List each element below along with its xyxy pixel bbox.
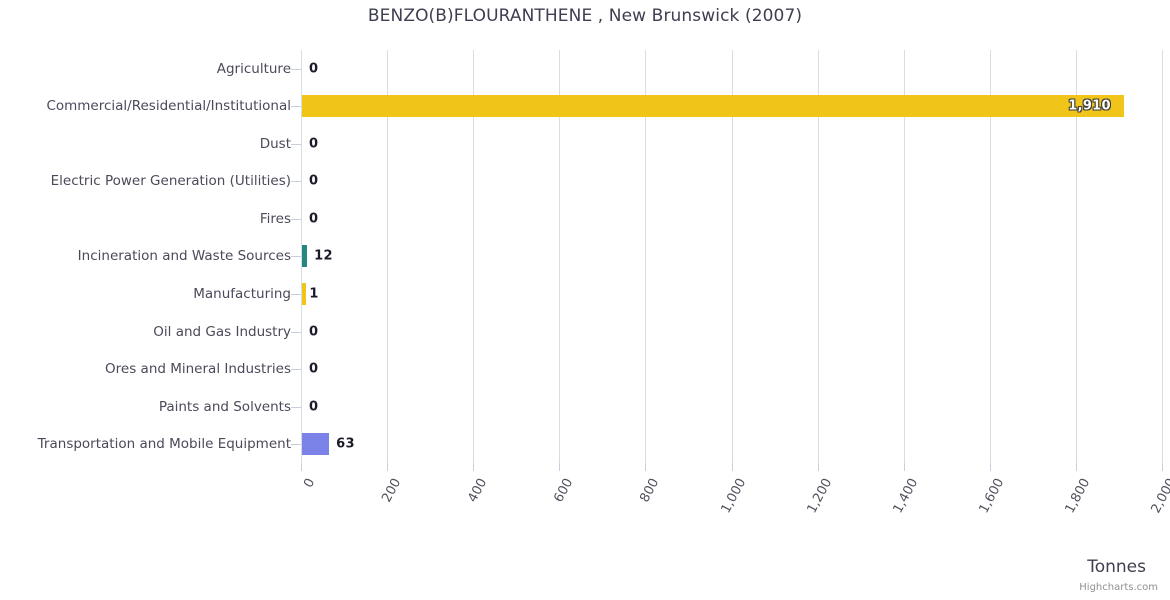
category-label: Electric Power Generation (Utilities) [50,173,291,190]
x-axis-tick-mark [473,463,475,471]
x-axis-tick-label: 0 [301,476,319,491]
x-axis-tick-mark [301,463,302,471]
gridline [645,50,647,463]
bar[interactable] [302,95,1125,118]
gridline [387,50,389,463]
bar-data-label: 1 [309,286,319,302]
bar-data-label: 0 [309,361,319,377]
category-label: Commercial/Residential/Institutional [46,98,291,115]
bar-data-label: 0 [309,211,319,227]
gridline [1162,50,1163,463]
category-tick-mark [291,406,301,408]
highcharts-credit: Highcharts.com [1079,582,1158,593]
gridline [559,50,561,463]
gridline [731,50,733,463]
bar-row[interactable]: Commercial/Residential/Institutional 1,91… [0,88,1170,126]
category-tick-mark [291,143,301,145]
bar-row[interactable]: Dust 0 [0,125,1170,163]
category-tick-mark [291,256,301,258]
category-tick-mark [291,106,301,108]
category-tick-mark [291,294,301,296]
bar-data-label: 63 [336,436,355,452]
bar[interactable] [302,245,308,268]
category-tick-mark [291,369,301,371]
bar-data-label: 12 [314,248,333,264]
category-tick-mark [291,331,301,333]
gridline [1075,50,1077,463]
bar-data-label: 1,910 [1068,98,1111,114]
category-label: Incineration and Waste Sources [77,248,291,265]
gridline [301,50,302,463]
x-axis-tick-mark [1075,463,1077,471]
x-axis-tick-mark [645,463,647,471]
bar-data-label: 0 [309,173,319,189]
bar-data-label: 0 [309,136,319,152]
category-tick-mark [291,68,301,70]
bar-row[interactable]: Incineration and Waste Sources 12 [0,238,1170,276]
category-tick-mark [291,181,301,183]
bar-row[interactable]: Paints and Solvents 0 [0,388,1170,426]
x-axis-tick-mark [817,463,819,471]
category-label: Dust [259,135,291,152]
bar-row[interactable]: Oil and Gas Industry 0 [0,313,1170,351]
category-tick-mark [291,444,301,446]
x-axis-tick-mark [387,463,389,471]
bar-row[interactable]: Ores and Mineral Industries 0 [0,350,1170,388]
bar-row[interactable]: Manufacturing 1 [0,275,1170,313]
gridline [989,50,991,463]
gridline [817,50,819,463]
bar-row[interactable]: Agriculture 0 [0,50,1170,88]
category-label: Transportation and Mobile Equipment [37,436,291,453]
category-label: Manufacturing [193,286,291,303]
category-label: Agriculture [216,60,291,77]
bar-row[interactable]: Electric Power Generation (Utilities) 0 [0,163,1170,201]
x-axis-tick-mark [1162,463,1163,471]
x-axis: 0 200 400 600 800 1,000 1,200 1,400 1,600 1,800 2,… [0,463,1170,533]
category-tick-mark [291,218,301,220]
category-label: Paints and Solvents [158,398,291,415]
bar[interactable] [302,283,306,306]
gridline [903,50,905,463]
x-axis-tick-mark [559,463,561,471]
x-axis-tick-mark [731,463,733,471]
bar-row[interactable]: Fires 0 [0,200,1170,238]
plot-area [301,50,1163,463]
bar-data-label: 0 [309,61,319,77]
bar-row[interactable]: Transportation and Mobile Equipment 63 [0,425,1170,463]
category-label: Ores and Mineral Industries [105,361,291,378]
x-axis-title: Tonnes [1087,557,1146,577]
x-axis-tick-mark [989,463,991,471]
category-label: Fires [259,210,291,227]
bar[interactable] [302,433,330,456]
bar-data-label: 0 [309,399,319,415]
bar-data-label: 0 [309,324,319,340]
gridline [473,50,475,463]
x-axis-tick-mark [903,463,905,471]
category-label: Oil and Gas Industry [153,323,291,340]
chart-title: BENZO(B)FLOURANTHENE , New Brunswick (20… [367,6,803,26]
